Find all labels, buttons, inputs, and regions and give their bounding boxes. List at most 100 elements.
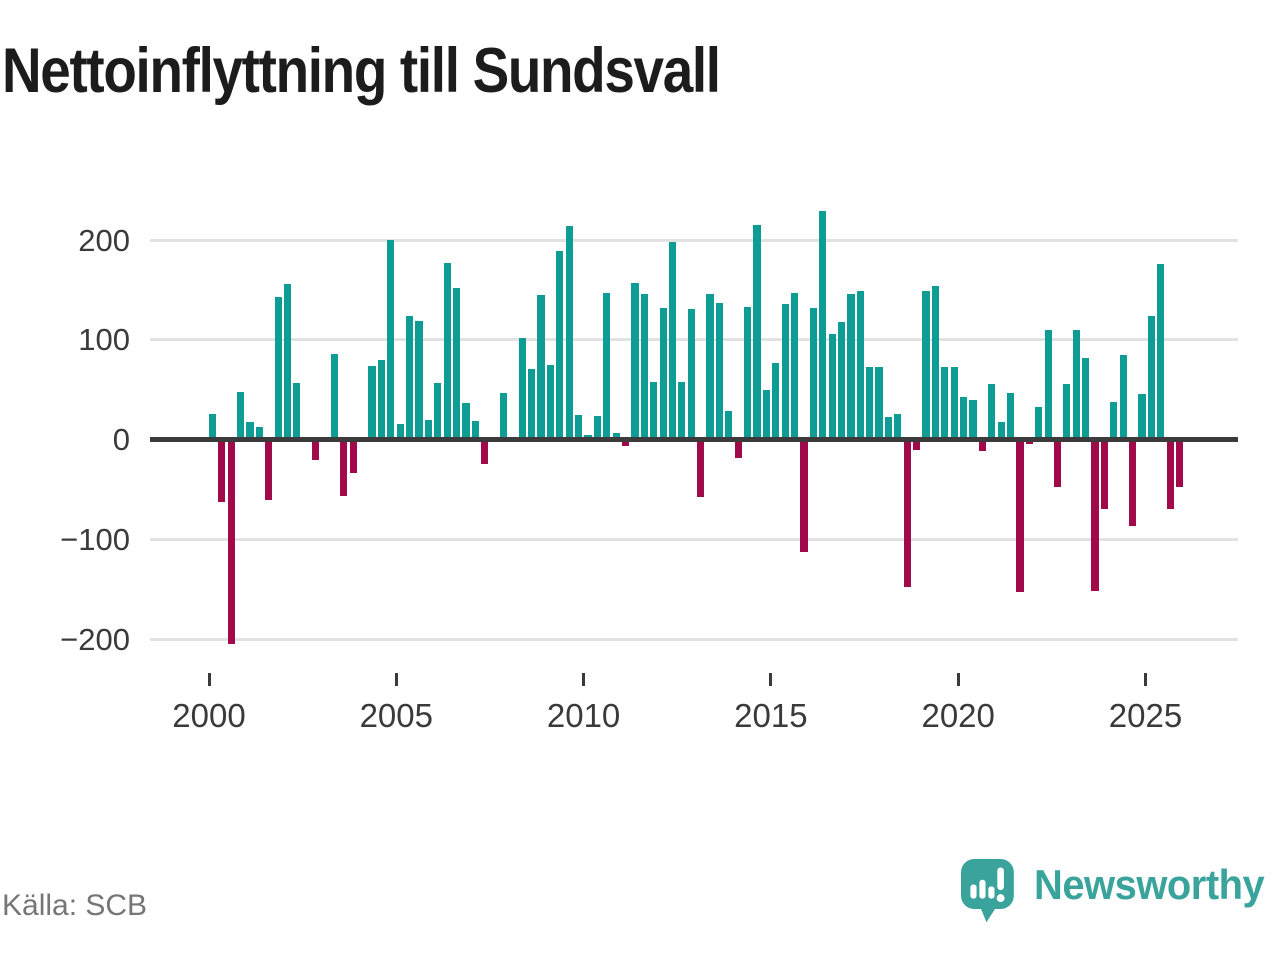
bar-2010q2 xyxy=(593,415,601,440)
bar-2016q1 xyxy=(809,307,817,440)
y-axis-label-0: 0 xyxy=(112,422,130,457)
bar-2025q1 xyxy=(1147,315,1155,440)
bar-2017q2 xyxy=(856,290,864,440)
bar-2025q2 xyxy=(1157,263,1165,440)
bar-2023q1 xyxy=(1072,329,1080,440)
bar-2001q2 xyxy=(255,426,263,440)
bar-2016q2 xyxy=(819,211,827,440)
bar-2005q4 xyxy=(424,419,432,440)
bar-2003q4 xyxy=(349,439,357,474)
bar-2012q2 xyxy=(668,241,677,440)
bar-2025q3 xyxy=(1166,439,1174,510)
brand-name: Newsworthy xyxy=(1033,861,1265,908)
bar-2022q3 xyxy=(1053,439,1062,488)
x-axis-tick-2025 xyxy=(1144,673,1147,686)
bar-2009q4 xyxy=(575,414,583,440)
gridline--200 xyxy=(150,637,1238,641)
bar-2005q1 xyxy=(396,423,404,440)
bar-2025q4 xyxy=(1175,439,1184,488)
bar-2015q1 xyxy=(772,362,780,440)
bar-2009q1 xyxy=(546,364,555,440)
bar-2019q4 xyxy=(950,366,958,440)
bar-2004q4 xyxy=(387,240,395,440)
bar-2009q2 xyxy=(556,250,564,440)
bar-2011q1 xyxy=(621,439,630,447)
x-axis-label-2005: 2005 xyxy=(359,697,433,734)
bar-2014q4 xyxy=(762,389,770,440)
bar-2014q2 xyxy=(744,306,752,440)
bar-2008q3 xyxy=(528,368,536,440)
bar-2023q2 xyxy=(1082,357,1090,440)
bar-2018q4 xyxy=(913,439,921,451)
bar-2007q1 xyxy=(471,420,479,440)
bar-2013q2 xyxy=(706,293,714,440)
bar-2012q4 xyxy=(687,308,695,440)
bar-2016q3 xyxy=(828,333,836,440)
bar-2020q4 xyxy=(988,383,996,440)
newsworthy-logo-icon xyxy=(961,858,1014,923)
bar-2014q3 xyxy=(753,225,761,440)
bar-2021q2 xyxy=(1006,392,1015,440)
bar-2007q2 xyxy=(481,439,489,465)
bar-2013q3 xyxy=(715,302,724,440)
bar-2022q2 xyxy=(1044,329,1052,440)
x-axis-label-2010: 2010 xyxy=(546,697,621,734)
bar-2001q1 xyxy=(246,421,254,440)
bar-2015q2 xyxy=(781,303,789,440)
bar-2010q3 xyxy=(603,292,611,440)
bar-2019q3 xyxy=(941,366,949,440)
bar-2021q1 xyxy=(997,421,1005,440)
bar-2017q3 xyxy=(866,366,874,440)
bar-2006q3 xyxy=(452,287,461,440)
bar-2003q3 xyxy=(340,439,348,497)
bar-2020q1 xyxy=(960,396,968,440)
chart-title: Nettoinflyttning till Sundsvall xyxy=(2,36,721,106)
x-axis-tick-2005 xyxy=(394,673,398,686)
bar-2015q4 xyxy=(800,439,808,553)
bar-2023q3 xyxy=(1091,439,1099,592)
bar-2019q2 xyxy=(931,285,940,440)
y-axis-label--100: −100 xyxy=(60,521,130,557)
bar-2006q2 xyxy=(443,262,451,440)
bar-2022q4 xyxy=(1063,383,1071,440)
bar-2005q3 xyxy=(415,320,423,440)
gridline--100 xyxy=(150,537,1238,541)
bar-2022q1 xyxy=(1035,406,1043,440)
bar-2004q2 xyxy=(368,365,376,440)
bar-2000q4 xyxy=(236,391,245,440)
bar-2018q2 xyxy=(894,413,902,440)
y-axis-label-200: 200 xyxy=(78,222,130,258)
bar-2002q1 xyxy=(283,283,292,440)
x-axis-label-2000: 2000 xyxy=(172,697,246,734)
bar-2017q4 xyxy=(875,366,883,440)
bar-2008q2 xyxy=(518,337,526,440)
bar-2005q2 xyxy=(405,315,414,440)
bar-2023q4 xyxy=(1100,439,1109,510)
x-axis-tick-2010 xyxy=(582,673,586,686)
bar-2020q3 xyxy=(978,439,986,452)
x-axis-label-2025: 2025 xyxy=(1108,697,1183,734)
bar-2011q3 xyxy=(640,293,648,440)
gridline-200 xyxy=(150,238,1238,242)
bar-2018q1 xyxy=(884,416,893,440)
bar-2007q4 xyxy=(499,392,508,440)
bar-2000q2 xyxy=(218,439,226,503)
bar-2017q1 xyxy=(847,293,855,440)
bar-2012q1 xyxy=(659,307,667,440)
bar-2013q1 xyxy=(697,439,705,498)
bar-2018q3 xyxy=(903,439,911,588)
bar-2024q4 xyxy=(1138,393,1146,440)
bar-2003q2 xyxy=(330,353,339,440)
bar-2011q4 xyxy=(650,381,658,440)
bar-2013q4 xyxy=(725,410,733,440)
bar-2020q2 xyxy=(969,399,977,440)
bar-2019q1 xyxy=(922,290,930,440)
bar-2016q4 xyxy=(837,321,846,440)
bar-2024q2 xyxy=(1119,354,1127,440)
bar-2014q1 xyxy=(734,439,742,459)
y-axis-label-100: 100 xyxy=(78,322,130,358)
x-axis-label-2020: 2020 xyxy=(921,697,995,734)
bar-2008q4 xyxy=(537,294,545,440)
